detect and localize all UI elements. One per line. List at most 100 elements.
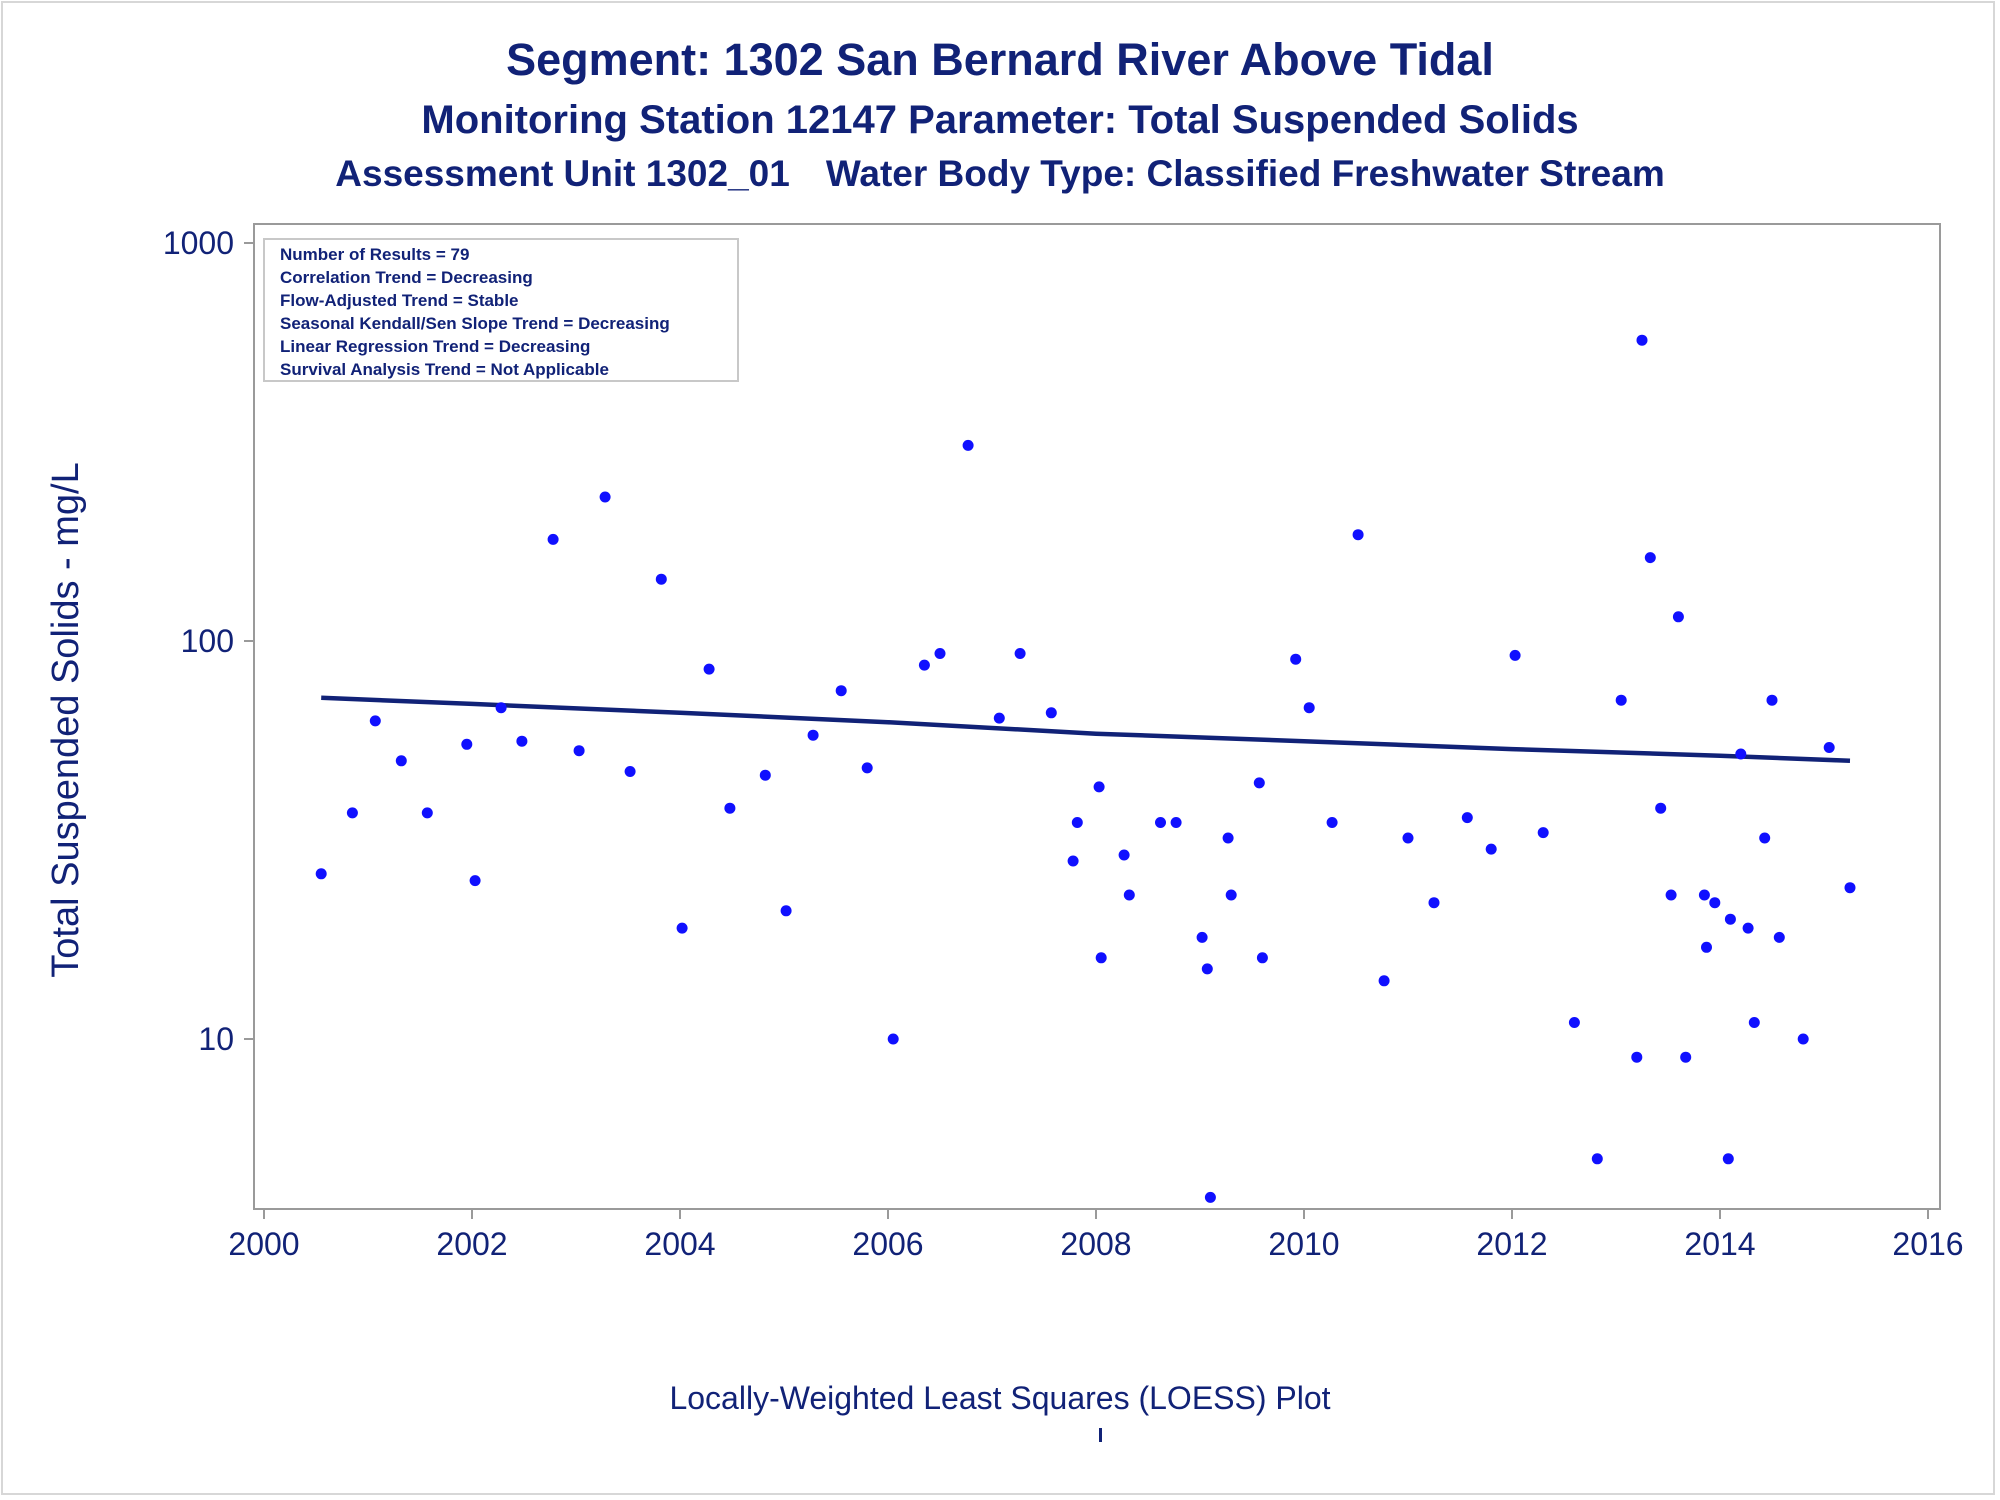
stats-linear-regression-trend: Linear Regression Trend = Decreasing [280, 337, 590, 356]
data-point [1045, 707, 1057, 719]
data-point [1724, 913, 1736, 925]
data-point [395, 755, 407, 767]
data-point [1636, 334, 1648, 346]
data-point [1290, 653, 1302, 665]
data-point [1201, 963, 1213, 975]
data-point [1735, 748, 1747, 760]
data-point [1698, 889, 1710, 901]
stats-survival-analysis-trend: Survival Analysis Trend = Not Applicable [280, 360, 609, 379]
data-point [835, 685, 847, 697]
loess-trend-line [321, 695, 1851, 764]
data-point [369, 715, 381, 727]
data-point [1378, 975, 1390, 987]
data-point [1485, 843, 1497, 855]
data-point [993, 712, 1005, 724]
y-axis-label: Total Suspended Solids - mg/L [45, 462, 87, 977]
data-point [1655, 802, 1667, 814]
data-point [1256, 952, 1268, 964]
chart-subtitle-2: Assessment Unit 1302_01 Water Body Type: … [0, 153, 2000, 195]
data-point [1680, 1051, 1692, 1063]
data-point [1766, 694, 1778, 706]
data-point [1823, 742, 1835, 753]
stats-correlation-trend: Correlation Trend = Decreasing [280, 268, 533, 287]
data-point [1461, 812, 1473, 824]
water-body-type-label: Water Body Type: Classified Freshwater S… [825, 153, 1665, 194]
data-point [1428, 897, 1440, 909]
data-point [1253, 777, 1265, 789]
data-point [1797, 1033, 1809, 1045]
data-point [1204, 1191, 1216, 1203]
data-point [547, 533, 559, 545]
data-point [315, 868, 327, 880]
footnote-mark [1099, 1428, 1102, 1442]
data-point [1709, 897, 1721, 909]
stats-flow-adjusted-trend: Flow-Adjusted Trend = Stable [280, 291, 519, 310]
x-axis-caption: Locally-Weighted Least Squares (LOESS) P… [669, 1380, 1331, 1416]
data-point [1759, 832, 1771, 844]
plot-area [253, 223, 1941, 1210]
data-point [469, 875, 481, 887]
data-point [934, 648, 946, 659]
data-point [1591, 1153, 1603, 1165]
assessment-unit-label: Assessment Unit 1302_01 [335, 153, 790, 194]
data-point [1672, 611, 1684, 623]
x-tick-label: 2014 [1684, 1226, 1755, 1262]
x-tick-label: 2010 [1268, 1226, 1339, 1262]
data-point [1748, 1017, 1760, 1028]
data-point [1093, 781, 1105, 793]
data-point [1665, 889, 1677, 901]
data-point [780, 905, 792, 917]
data-point [1701, 941, 1712, 953]
data-point [1118, 849, 1130, 861]
data-point [346, 807, 358, 819]
data-point [1352, 529, 1364, 541]
data-point [1123, 889, 1135, 901]
data-point [1326, 817, 1338, 828]
stats-inset-box [263, 238, 739, 382]
y-tick-label: 1000 [163, 225, 234, 261]
data-point [676, 922, 688, 934]
data-point [724, 802, 736, 814]
data-point [1170, 817, 1182, 828]
data-point [1537, 827, 1549, 839]
data-point [1225, 889, 1237, 901]
chart-title: Segment: 1302 San Bernard River Above Ti… [506, 34, 1494, 85]
data-point [461, 738, 473, 750]
stats-number-of-results: Number of Results = 79 [280, 245, 469, 264]
data-point [573, 745, 585, 757]
x-tick-label: 2004 [644, 1226, 715, 1262]
data-point [1773, 931, 1785, 943]
data-point [703, 663, 715, 675]
data-point [1222, 832, 1234, 844]
x-tick-label: 2012 [1476, 1226, 1547, 1262]
data-point [655, 573, 667, 585]
data-point [599, 491, 611, 503]
data-point [1067, 855, 1079, 867]
data-point [759, 769, 771, 781]
data-point [1631, 1051, 1643, 1063]
data-point [1568, 1017, 1580, 1028]
data-point [1509, 649, 1521, 661]
data-point [421, 807, 433, 819]
chart-subtitle: Monitoring Station 12147 Parameter: Tota… [421, 98, 1579, 142]
data-point [1844, 882, 1856, 894]
x-tick-label: 2008 [1060, 1226, 1131, 1262]
data-point [1742, 922, 1754, 934]
scatter-points-layer [315, 334, 1856, 1203]
data-point [495, 702, 507, 714]
data-point [1155, 817, 1166, 828]
x-tick-label: 2016 [1892, 1226, 1963, 1262]
data-point [1644, 552, 1656, 564]
data-point [1615, 694, 1627, 706]
stats-inset: Number of Results = 79 Correlation Trend… [263, 238, 739, 382]
data-point [962, 439, 974, 451]
data-point [1071, 817, 1083, 828]
data-point [1303, 702, 1315, 714]
x-tick-label: 2002 [436, 1226, 507, 1262]
data-point [516, 735, 528, 747]
data-point [1402, 832, 1414, 844]
x-tick-label: 2006 [852, 1226, 923, 1262]
stats-seasonal-kendall-trend: Seasonal Kendall/Sen Slope Trend = Decre… [280, 314, 670, 333]
x-tick-label: 2000 [228, 1226, 299, 1262]
